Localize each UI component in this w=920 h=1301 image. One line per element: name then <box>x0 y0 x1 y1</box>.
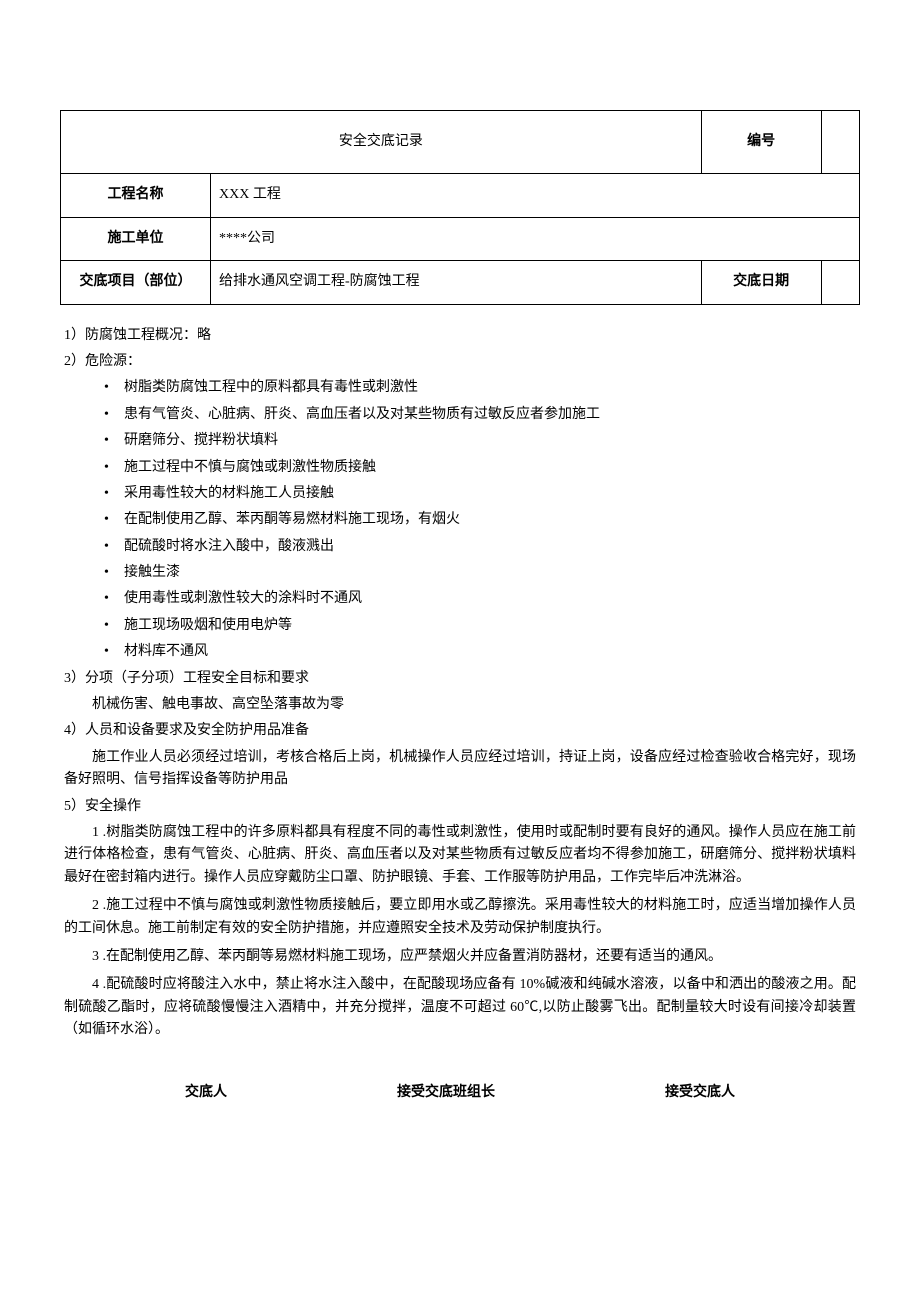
operation-para: 1 .树脂类防腐蚀工程中的许多原料都具有程度不同的毒性或刺激性，使用时或配制时要… <box>64 822 856 889</box>
document-title: 安全交底记录 <box>61 111 702 174</box>
recipient-label: 接受交底人 <box>665 1082 735 1104</box>
list-item: 材料库不通风 <box>124 641 856 663</box>
list-item: 在配制使用乙醇、苯丙酮等易燃材料施工现场，有烟火 <box>124 509 856 531</box>
section-1: 1）防腐蚀工程概况：略 <box>64 325 856 347</box>
construction-unit-value: ****公司 <box>211 217 860 260</box>
project-name-label: 工程名称 <box>61 174 211 217</box>
construction-unit-label: 施工单位 <box>61 217 211 260</box>
section-5: 5）安全操作 <box>64 796 856 818</box>
list-item: 使用毒性或刺激性较大的涂料时不通风 <box>124 588 856 610</box>
list-item: 研磨筛分、搅拌粉状填料 <box>124 430 856 452</box>
section-2: 2）危险源： <box>64 351 856 373</box>
disclosure-date-value <box>821 261 859 304</box>
list-item: 树脂类防腐蚀工程中的原料都具有毒性或刺激性 <box>124 377 856 399</box>
section-3: 3）分项（子分项）工程安全目标和要求 <box>64 668 856 690</box>
list-item: 配硫酸时将水注入酸中，酸液溅出 <box>124 536 856 558</box>
hazard-list: 树脂类防腐蚀工程中的原料都具有毒性或刺激性 患有气管炎、心脏病、肝炎、高血压者以… <box>64 377 856 663</box>
list-item: 施工过程中不慎与腐蚀或刺激性物质接触 <box>124 457 856 479</box>
disclosure-item-value: 给排水通风空调工程-防腐蚀工程 <box>211 261 702 304</box>
presenter-label: 交底人 <box>185 1082 227 1104</box>
operation-para: 2 .施工过程中不慎与腐蚀或刺激性物质接触后，要立即用水或乙醇擦洗。采用毒性较大… <box>64 895 856 940</box>
number-value <box>821 111 859 174</box>
team-leader-label: 接受交底班组长 <box>397 1082 495 1104</box>
signature-row: 交底人 接受交底班组长 接受交底人 <box>60 1082 860 1104</box>
section-4-content: 施工作业人员必须经过培训，考核合格后上岗，机械操作人员应经过培训，持证上岗，设备… <box>64 747 856 792</box>
content-body: 1）防腐蚀工程概况：略 2）危险源： 树脂类防腐蚀工程中的原料都具有毒性或刺激性… <box>60 325 860 1042</box>
project-name-value: XXX 工程 <box>211 174 860 217</box>
disclosure-date-label: 交底日期 <box>701 261 821 304</box>
list-item: 接触生漆 <box>124 562 856 584</box>
list-item: 采用毒性较大的材料施工人员接触 <box>124 483 856 505</box>
list-item: 患有气管炎、心脏病、肝炎、高血压者以及对某些物质有过敏反应者参加施工 <box>124 404 856 426</box>
operation-para: 4 .配硫酸时应将酸注入水中，禁止将水注入酸中，在配酸现场应备有 10%碱液和纯… <box>64 974 856 1041</box>
number-label: 编号 <box>701 111 821 174</box>
operation-para: 3 .在配制使用乙醇、苯丙酮等易燃材料施工现场，应严禁烟火并应备置消防器材，还要… <box>64 946 856 968</box>
header-table: 安全交底记录 编号 工程名称 XXX 工程 施工单位 ****公司 交底项目（部… <box>60 110 860 305</box>
list-item: 施工现场吸烟和使用电炉等 <box>124 615 856 637</box>
disclosure-item-label: 交底项目（部位） <box>61 261 211 304</box>
section-3-content: 机械伤害、触电事故、高空坠落事故为零 <box>64 694 856 716</box>
section-4: 4）人员和设备要求及安全防护用品准备 <box>64 720 856 742</box>
